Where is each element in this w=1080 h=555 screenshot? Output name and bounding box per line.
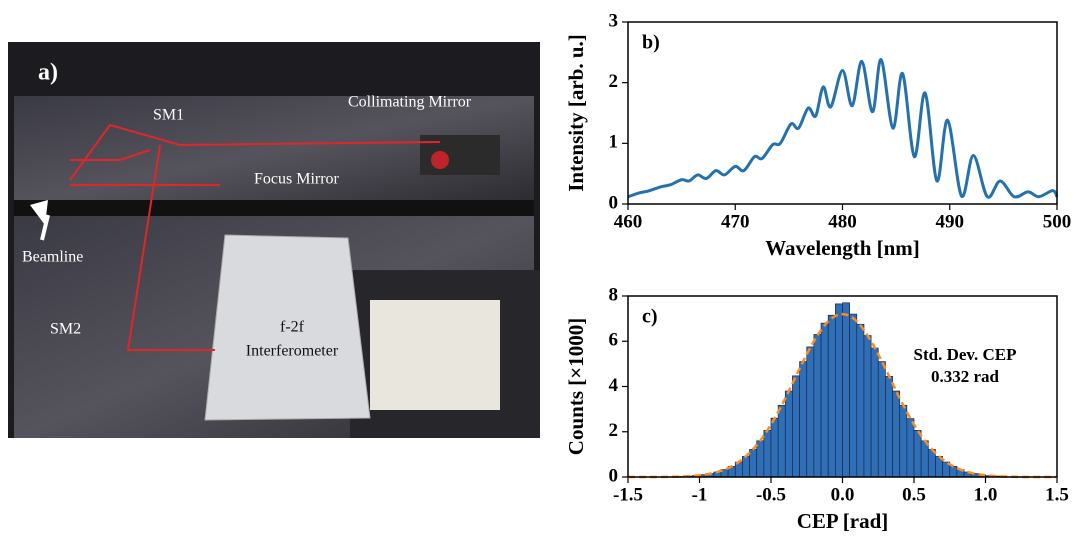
photo-label: Focus Mirror bbox=[254, 171, 340, 188]
x-tick-label: 0.0 bbox=[831, 484, 855, 505]
x-tick-label: 1.0 bbox=[974, 484, 998, 505]
panel-label: c) bbox=[642, 306, 658, 328]
y-tick-label: 3 bbox=[609, 10, 619, 31]
histogram-bar bbox=[835, 304, 842, 477]
mount bbox=[420, 135, 500, 175]
x-tick-label: -1.5 bbox=[613, 484, 643, 505]
histogram-bar bbox=[885, 376, 892, 477]
y-tick-label: 8 bbox=[609, 284, 619, 305]
histogram-bar bbox=[907, 419, 914, 477]
photo-label: f-2f bbox=[280, 319, 305, 336]
histogram-bar bbox=[785, 391, 792, 477]
histogram-bar bbox=[771, 418, 778, 477]
histogram-bar bbox=[814, 334, 821, 477]
photo-label: SM1 bbox=[153, 107, 184, 124]
rail bbox=[14, 200, 534, 216]
histogram-bar bbox=[742, 456, 749, 477]
histogram-bar bbox=[764, 430, 771, 477]
annotation: 0.332 rad bbox=[931, 367, 1000, 386]
histogram-bar bbox=[792, 376, 799, 477]
y-tick-label: 2 bbox=[609, 420, 619, 441]
annotation: Std. Dev. CEP bbox=[914, 345, 1017, 364]
photo: a) SM1 Collimating Mirror Focus Mirror B… bbox=[8, 42, 540, 438]
histogram-bar bbox=[950, 466, 957, 477]
y-tick-label: 0 bbox=[609, 465, 619, 486]
histogram-bar bbox=[757, 441, 764, 477]
x-tick-label: 1.5 bbox=[1045, 484, 1069, 505]
mirror bbox=[431, 151, 449, 169]
x-axis-label: CEP [rad] bbox=[797, 509, 889, 533]
x-tick-label: 480 bbox=[828, 211, 857, 232]
x-tick-label: -0.5 bbox=[756, 484, 786, 505]
y-axis-label: Intensity [arb. u.] bbox=[564, 34, 588, 192]
x-axis-label: Wavelength [nm] bbox=[765, 236, 920, 260]
histogram-bar bbox=[821, 323, 828, 477]
y-tick-label: 0 bbox=[609, 192, 619, 213]
y-tick-label: 6 bbox=[609, 330, 619, 351]
histogram-bar bbox=[871, 348, 878, 477]
photo-label: Collimating Mirror bbox=[348, 94, 472, 111]
photo-label: Interferometer bbox=[246, 343, 339, 360]
x-tick-label: 0.5 bbox=[902, 484, 926, 505]
x-tick-label: 500 bbox=[1043, 211, 1072, 232]
histogram-bar bbox=[914, 430, 921, 477]
photo-label: SM2 bbox=[50, 321, 81, 338]
histogram-bar bbox=[778, 405, 785, 477]
histogram-bar bbox=[843, 303, 850, 477]
x-tick-label: 460 bbox=[614, 211, 643, 232]
y-tick-label: 4 bbox=[609, 375, 619, 396]
y-tick-label: 2 bbox=[609, 71, 619, 92]
x-tick-label: 470 bbox=[721, 211, 750, 232]
histogram-bar bbox=[900, 405, 907, 477]
x-tick-label: -1 bbox=[692, 484, 708, 505]
y-tick-label: 1 bbox=[609, 132, 619, 153]
histogram-bar bbox=[828, 315, 835, 477]
paper bbox=[370, 300, 500, 410]
panel-label: a) bbox=[38, 60, 58, 86]
panel-label: b) bbox=[642, 32, 660, 54]
histogram-bar bbox=[921, 441, 928, 477]
histogram-bar bbox=[864, 336, 871, 477]
histogram-bar bbox=[857, 324, 864, 477]
histogram-bar bbox=[893, 391, 900, 477]
y-axis-label: Counts [×1000] bbox=[564, 318, 588, 455]
line-series bbox=[628, 60, 1057, 198]
histogram-bar bbox=[807, 347, 814, 477]
histogram-bar bbox=[878, 362, 885, 477]
histogram-bar bbox=[800, 362, 807, 477]
x-tick-label: 490 bbox=[936, 211, 965, 232]
histogram-bar bbox=[850, 314, 857, 477]
photo-label: Beamline bbox=[22, 249, 83, 266]
